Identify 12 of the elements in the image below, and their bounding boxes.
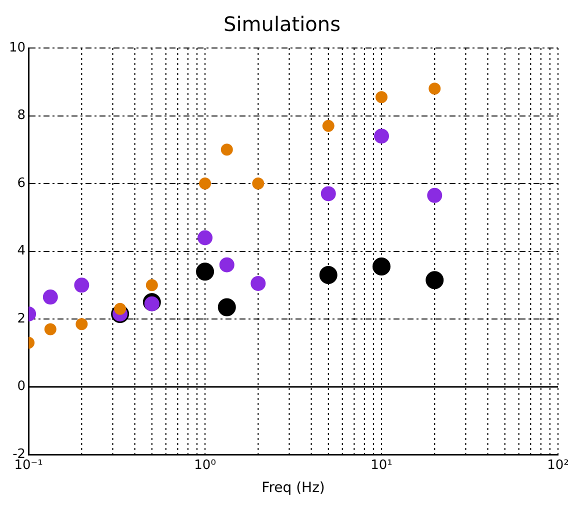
x-tick-label: 10¹ — [370, 458, 392, 473]
y-tick-label: 8 — [17, 108, 26, 124]
y-tick-label: 6 — [17, 176, 26, 191]
y-tick-label: 4 — [17, 244, 26, 259]
y-tick-label: 0 — [17, 379, 26, 394]
x-axis-title: Freq (Hz) — [262, 480, 325, 496]
chart-title: Simulations — [224, 12, 340, 36]
x-tick-label: 10⁻¹ — [14, 458, 43, 473]
y-tick-label: 10 — [8, 40, 26, 56]
x-tick-label: 10² — [547, 458, 569, 473]
x-tick-label: 10⁰ — [194, 458, 216, 473]
y-tick-label: 2 — [17, 311, 26, 326]
